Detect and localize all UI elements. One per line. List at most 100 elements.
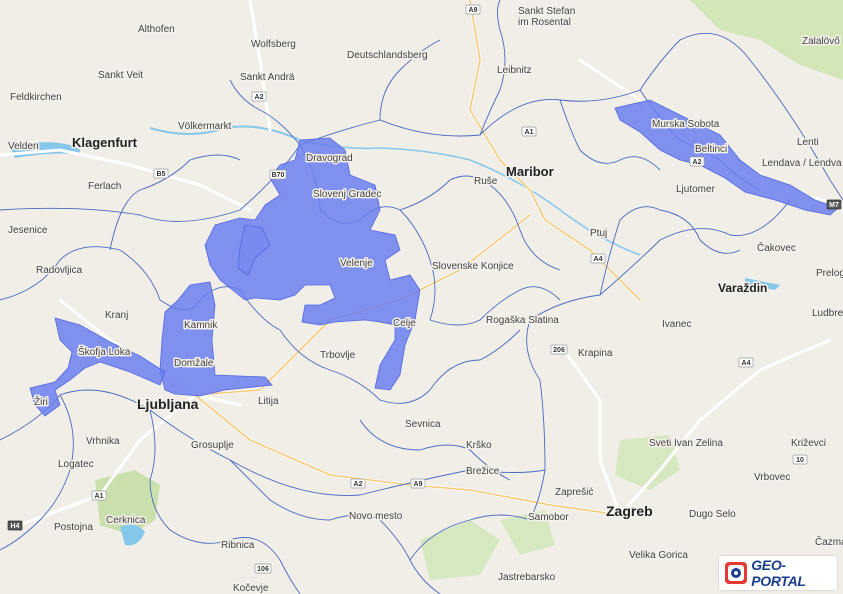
place-label: Velden (8, 141, 39, 152)
svg-text:A2: A2 (693, 159, 702, 166)
forest-area (500, 510, 555, 555)
place-label: Slovenske Konjice (432, 261, 514, 272)
forest-area (420, 520, 500, 580)
route-shield: 106 (254, 563, 272, 574)
place-label: Samobor (528, 512, 569, 523)
geo-portal-logo-text: GEO-PORTAL (751, 557, 806, 589)
place-label: Krapina (578, 348, 613, 359)
route-shield: A9 (410, 478, 426, 489)
place-label: Trbovlje (320, 350, 356, 361)
place-label: Lendava / Lendva (762, 158, 842, 169)
route-shield: B70 (269, 169, 287, 180)
route-shield: 10 (792, 454, 808, 465)
place-label: Ruše (474, 176, 498, 187)
forest-area (690, 0, 843, 80)
route-shield: A2 (350, 478, 366, 489)
place-label: Lenti (797, 137, 819, 148)
place-label: Sankt Andrä (240, 72, 295, 83)
route-shield: M7 (826, 199, 842, 210)
place-label: Maribor (506, 164, 554, 179)
place-labels: Klagenfurt Maribor Ljubljana Zagreb Vara… (7, 5, 843, 594)
place-label: Sveti Ivan Zelina (649, 438, 723, 449)
place-label: Althofen (138, 24, 175, 35)
place-label: Kamnik (184, 320, 218, 331)
svg-text:A2: A2 (354, 481, 363, 488)
place-label: Deutschlandsberg (347, 50, 428, 61)
place-label: Dugo Selo (689, 509, 736, 520)
place-label: Novo mesto (349, 511, 403, 522)
place-label: Zagreb (606, 503, 653, 519)
place-label: Leibnitz (497, 65, 531, 76)
geo-portal-logo-icon (725, 562, 747, 584)
route-shield: A4 (738, 357, 754, 368)
place-label: Cerknica (106, 515, 146, 526)
place-label: Križevci (791, 438, 826, 449)
place-label: Prelog (816, 268, 843, 279)
place-label: Wolfsberg (251, 39, 296, 50)
route-shield: A1 (91, 490, 107, 501)
place-label: Beltinci (695, 144, 727, 155)
place-label: Kranj (105, 310, 128, 321)
route-shield: H4 (7, 520, 23, 531)
place-label: Vrbovec (754, 472, 790, 483)
place-label: Klagenfurt (72, 135, 138, 150)
place-label: Sevnica (405, 419, 441, 430)
place-label: Rogaška Slatina (486, 315, 559, 326)
place-label: Ludbreg (812, 308, 843, 319)
place-label: Feldkirchen (10, 92, 62, 103)
forest-area (95, 470, 160, 535)
forest-area (615, 435, 680, 490)
place-label: Krško (466, 440, 492, 451)
place-label: Velenje (340, 258, 373, 269)
place-label: Zalalövő (802, 36, 840, 47)
place-label: Velika Gorica (629, 550, 688, 561)
svg-text:10: 10 (796, 457, 804, 464)
place-label: Brežice (466, 466, 500, 477)
route-shield: A9 (465, 4, 481, 15)
route-shield: A4 (590, 253, 606, 264)
svg-text:B70: B70 (272, 172, 285, 179)
place-label: Ljubljana (137, 396, 199, 412)
place-label: Jesenice (8, 225, 48, 236)
place-label: Logatec (58, 459, 94, 470)
place-label: Jastrebarsko (498, 572, 556, 583)
place-label: Čakovec (757, 241, 796, 254)
svg-text:A4: A4 (742, 360, 751, 367)
lake (120, 524, 145, 546)
svg-text:B5: B5 (157, 171, 166, 178)
svg-text:106: 106 (257, 566, 269, 573)
place-label: Sankt Stefan im Rosental (518, 6, 575, 28)
svg-text:A2: A2 (255, 94, 264, 101)
place-label: Murska Sobota (652, 119, 720, 130)
place-label: Varaždin (718, 281, 767, 295)
svg-text:A4: A4 (594, 256, 603, 263)
svg-text:H4: H4 (11, 523, 20, 530)
place-label: Kočevje (233, 583, 269, 594)
place-label: Slovenj Gradec (313, 189, 381, 200)
place-label: Ferlach (88, 181, 121, 192)
highlighted-region (29, 99, 839, 417)
geo-portal-logo[interactable]: GEO-PORTAL (719, 556, 837, 590)
place-label: Postojna (54, 522, 93, 533)
place-label: Völkermarkt (178, 121, 232, 132)
place-label: Radovljica (36, 265, 83, 276)
route-shield: A1 (521, 126, 537, 137)
place-label: Žiri (34, 395, 48, 408)
place-label: Domžale (174, 358, 214, 369)
route-shield: 206 (550, 344, 568, 355)
route-shields: A9 A2 B5 B70 A1 A4 A2 206 A4 10 A2 A1 H4… (7, 4, 842, 574)
place-label: Grosuplje (191, 440, 234, 451)
place-label: Sankt Veit (98, 70, 143, 81)
place-label: Škofja Loka (78, 345, 131, 358)
svg-text:A9: A9 (469, 7, 478, 14)
place-label: Ljutomer (676, 184, 716, 195)
place-label: Ptuj (590, 228, 607, 239)
place-label: Celje (393, 318, 416, 329)
place-label: Čazma (815, 535, 843, 548)
place-label: Vrhnika (86, 436, 120, 447)
place-label: Dravograd (306, 153, 353, 164)
route-shield: A2 (251, 91, 267, 102)
